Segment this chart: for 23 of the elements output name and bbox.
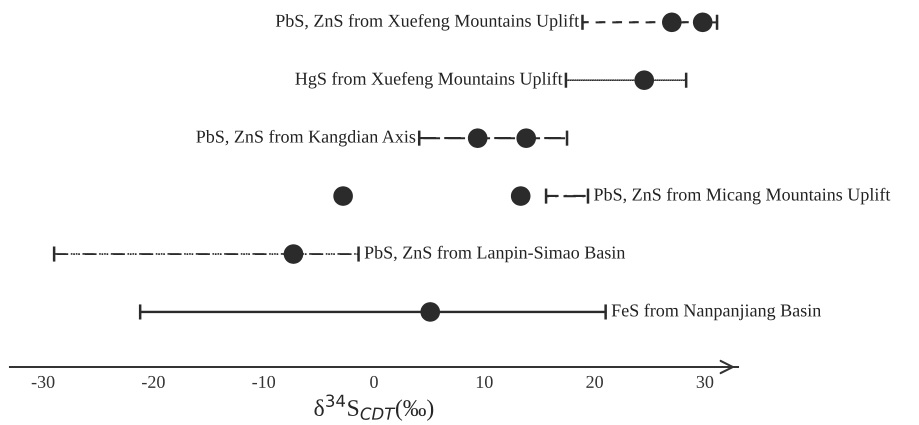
point xyxy=(468,128,488,148)
point xyxy=(510,186,531,206)
x-tick-label: 10 xyxy=(476,376,493,388)
x-axis-title: δ$^{34}$S$_{CDT}$(‰) xyxy=(314,394,434,421)
y-tick-label: PbS, ZnS from Micang Mountains Uplift xyxy=(594,188,890,204)
point xyxy=(634,70,654,90)
x-tick-label: 20 xyxy=(586,376,603,388)
point xyxy=(284,244,304,264)
y-tick-label: PbS, ZnS from Lanpin-Simao Basin xyxy=(364,246,626,262)
y-tick-label: PbS, ZnS from Kangdian Axis xyxy=(196,130,416,146)
y-tick-label: HgS from Xuefeng Mountains Uplift xyxy=(295,72,563,89)
point xyxy=(333,186,353,206)
x-tick-label: -20 xyxy=(142,376,165,388)
point xyxy=(692,12,713,32)
y-tick-label: PbS, ZnS from Xuefeng Mountains Uplift xyxy=(276,14,580,31)
point xyxy=(516,128,536,148)
x-tick-label: 30 xyxy=(696,376,714,388)
point xyxy=(662,12,682,32)
point xyxy=(420,302,440,322)
x-tick-label: -10 xyxy=(252,376,276,388)
x-tick-label: 0 xyxy=(370,376,378,388)
x-tick-label: -30 xyxy=(32,376,54,388)
y-tick-label: FeS from Nanpanjiang Basin xyxy=(612,304,821,320)
